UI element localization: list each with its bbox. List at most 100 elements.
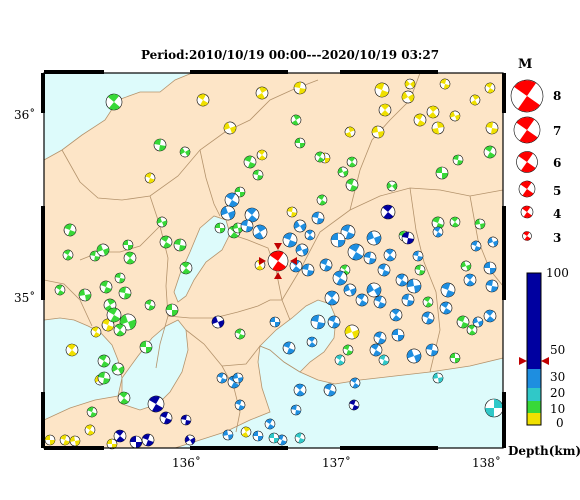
focal-mechanism-61 bbox=[122, 239, 134, 251]
focal-mechanism-171 bbox=[113, 429, 127, 443]
focal-mechanism-7 bbox=[344, 126, 356, 138]
focal-mechanism-174 bbox=[184, 434, 196, 446]
focal-mechanism-124 bbox=[366, 282, 382, 298]
focal-mechanism-144 bbox=[290, 404, 302, 416]
magnitude-legend-ball-5 bbox=[518, 180, 536, 198]
focal-mechanism-31 bbox=[286, 206, 298, 218]
focal-mechanism-75 bbox=[117, 391, 131, 405]
focal-mechanism-102 bbox=[311, 211, 325, 225]
focal-mechanism-8 bbox=[374, 82, 390, 98]
focal-mechanism-127 bbox=[401, 293, 415, 307]
focal-mechanism-70 bbox=[139, 340, 153, 354]
focal-mechanism-57 bbox=[89, 250, 101, 262]
focal-mechanism-23 bbox=[65, 343, 79, 357]
focal-mechanism-113 bbox=[440, 282, 456, 298]
focal-mechanism-123 bbox=[355, 293, 369, 307]
focal-mechanism-29 bbox=[90, 326, 102, 338]
focal-mechanism-15 bbox=[431, 121, 445, 135]
focal-mechanism-133 bbox=[373, 331, 387, 345]
focal-mechanism-125 bbox=[373, 295, 387, 309]
focal-mechanism-143 bbox=[293, 383, 307, 397]
focal-mechanism-103 bbox=[304, 229, 316, 241]
focal-mechanism-104 bbox=[340, 224, 356, 240]
focal-mechanism-3 bbox=[255, 86, 269, 100]
depth-band-deep bbox=[527, 273, 541, 369]
focal-mechanism-2 bbox=[223, 121, 237, 135]
focal-mechanism-87 bbox=[466, 324, 478, 336]
focal-mechanism-169 bbox=[159, 411, 173, 425]
focal-mechanism-56 bbox=[62, 249, 74, 261]
focal-mechanism-67 bbox=[106, 307, 122, 323]
focal-mechanism-99 bbox=[252, 224, 268, 240]
focal-mechanism-51 bbox=[483, 145, 497, 159]
focal-mechanism-12 bbox=[378, 103, 392, 117]
map-frame bbox=[41, 70, 506, 450]
focal-mechanism-58 bbox=[96, 243, 110, 257]
magnitude-label-3: 3 bbox=[553, 231, 562, 245]
focal-mechanism-134 bbox=[369, 343, 383, 357]
focal-mechanism-4 bbox=[293, 81, 307, 95]
focal-mechanism-24 bbox=[106, 438, 118, 450]
focal-mechanism-19 bbox=[401, 90, 415, 104]
focal-mechanism-106 bbox=[347, 243, 365, 261]
focal-mechanism-53 bbox=[474, 218, 486, 230]
focal-mechanism-49 bbox=[435, 166, 449, 180]
depth-tick-0: 0 bbox=[556, 416, 564, 430]
lon-label-137: 137˚ bbox=[322, 456, 351, 470]
focal-mechanism-111 bbox=[395, 273, 409, 287]
focal-mechanism-100 bbox=[282, 232, 298, 248]
focal-mechanism-30 bbox=[240, 426, 252, 438]
focal-mechanism-54 bbox=[449, 216, 461, 228]
focal-mechanism-142 bbox=[216, 372, 228, 384]
focal-mechanism-158 bbox=[487, 236, 499, 248]
focal-mechanism-141 bbox=[232, 372, 244, 384]
focal-mechanism-151 bbox=[264, 418, 276, 430]
main-event-mechanism bbox=[267, 250, 289, 272]
focal-mechanism-85 bbox=[460, 260, 472, 272]
magnitude-legend-ball-6 bbox=[516, 151, 538, 173]
focal-mechanism-27 bbox=[59, 434, 71, 446]
focal-mechanism-165 bbox=[380, 204, 396, 220]
depth-tick-100: 100 bbox=[546, 266, 569, 280]
focal-mechanism-35 bbox=[105, 93, 123, 111]
focal-mechanism-73 bbox=[111, 362, 125, 376]
focal-mechanism-149 bbox=[301, 263, 315, 277]
focal-mechanism-146 bbox=[349, 377, 361, 389]
focal-mechanism-139 bbox=[269, 316, 281, 328]
main-event-group bbox=[259, 243, 297, 279]
depth-colorbar bbox=[519, 272, 549, 426]
focal-mechanism-9 bbox=[404, 78, 416, 90]
focal-mechanism-167 bbox=[211, 315, 225, 329]
focal-mechanism-76 bbox=[86, 406, 98, 418]
focal-mechanism-83 bbox=[414, 264, 426, 276]
focal-mechanism-16 bbox=[449, 110, 461, 122]
focal-mechanism-163 bbox=[294, 432, 306, 444]
focal-mechanism-161 bbox=[432, 372, 444, 384]
magnitude-legend-ball-4 bbox=[520, 205, 534, 219]
focal-mechanism-173 bbox=[180, 414, 192, 426]
focal-mechanism-121 bbox=[310, 314, 326, 330]
focal-mechanism-14 bbox=[413, 113, 427, 127]
focal-mechanism-132 bbox=[391, 328, 405, 342]
focal-mechanism-98 bbox=[240, 219, 254, 233]
focal-mechanism-42 bbox=[337, 166, 349, 178]
depth-pointer-icon bbox=[519, 357, 549, 365]
focal-mechanism-172 bbox=[141, 433, 155, 447]
magnitude-legend-ball-8 bbox=[510, 79, 544, 113]
lon-label-136: 136˚ bbox=[172, 456, 201, 470]
focal-mechanism-71 bbox=[144, 299, 156, 311]
focal-mechanism-128 bbox=[421, 311, 435, 325]
focal-mechanism-130 bbox=[472, 316, 484, 328]
focal-mechanism-162 bbox=[484, 398, 504, 418]
focal-mechanism-46 bbox=[345, 178, 359, 192]
focal-mechanism-119 bbox=[343, 283, 357, 297]
magnitude-legend-ball-3 bbox=[522, 231, 532, 241]
focal-mechanism-45 bbox=[234, 186, 246, 198]
focal-mechanism-40 bbox=[294, 137, 306, 149]
focal-mechanism-160 bbox=[334, 354, 346, 366]
focal-mechanism-115 bbox=[483, 261, 497, 275]
depth-tick-20: 20 bbox=[550, 386, 566, 400]
focal-mechanism-5 bbox=[256, 149, 268, 161]
focal-mechanism-170 bbox=[129, 435, 143, 449]
focal-mechanism-66 bbox=[118, 286, 132, 300]
